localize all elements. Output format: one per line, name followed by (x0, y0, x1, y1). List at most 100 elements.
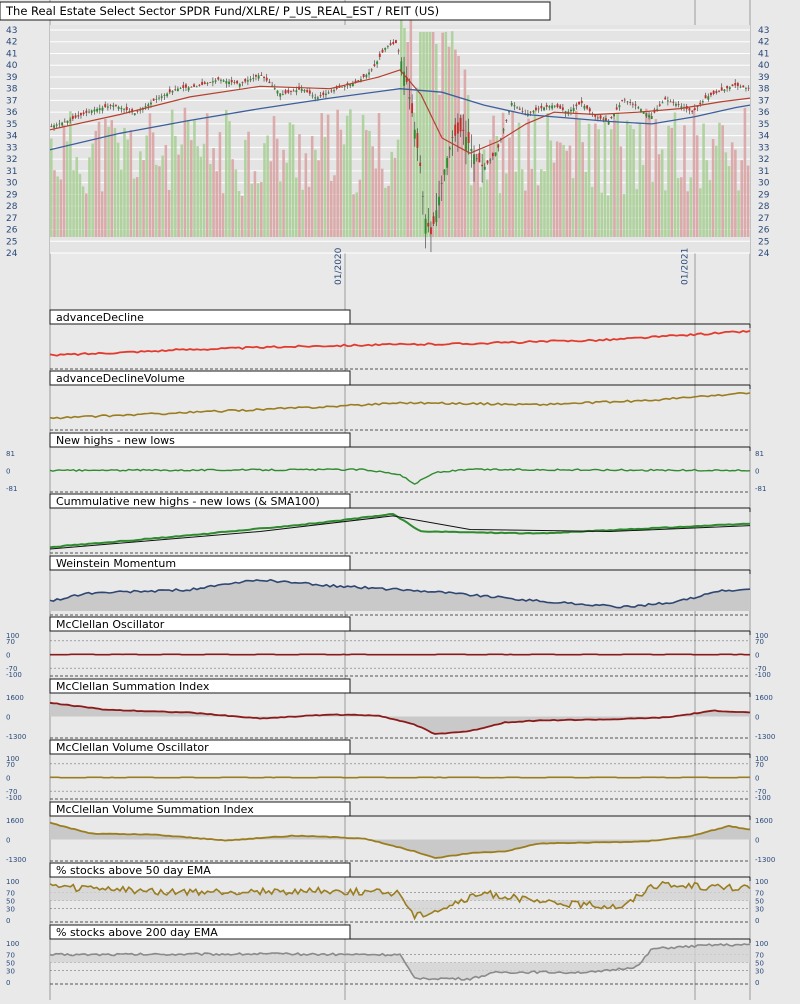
candle-body (325, 94, 327, 95)
panel-y-tick-left: 0 (6, 775, 10, 783)
candle-body (562, 107, 564, 109)
panel-y-tick-right: 70 (755, 952, 764, 960)
volume-bar (642, 165, 645, 237)
candle-body (446, 158, 448, 168)
candle-body (664, 98, 666, 100)
candle-body (293, 91, 295, 92)
volume-bar (693, 109, 696, 237)
candle-body (231, 80, 233, 82)
panel-y-tick-left: -100 (6, 671, 22, 679)
candle-body (513, 105, 515, 106)
candle-body (220, 80, 222, 81)
volume-bar (492, 116, 495, 237)
volume-bar (219, 132, 222, 237)
volume-bar (508, 138, 511, 237)
volume-bar (546, 113, 549, 237)
candle-body (85, 111, 87, 113)
price-y-tick-left: 24 (6, 249, 18, 259)
candle-body (688, 108, 690, 110)
candle-body (497, 144, 499, 147)
volume-bar (165, 145, 168, 237)
volume-bar (718, 123, 721, 237)
candle-body (91, 110, 93, 112)
candle-body (503, 129, 505, 130)
volume-bar (553, 163, 556, 237)
candle-body (435, 210, 437, 222)
volume-bar (489, 140, 492, 237)
candle-body (320, 95, 322, 96)
candle-body (672, 102, 674, 103)
candle-body (457, 122, 459, 133)
volume-bar (483, 149, 486, 237)
candle-body (126, 107, 128, 110)
candle-body (707, 96, 709, 99)
volume-bar (470, 185, 473, 237)
candle-body (303, 90, 305, 91)
volume-bar (120, 170, 123, 237)
candle-body (723, 89, 725, 91)
candle-body (487, 161, 489, 164)
volume-bar (610, 129, 613, 237)
candle-body (414, 130, 416, 139)
candle-body (742, 85, 744, 87)
candle-body (277, 91, 279, 94)
panel-title: New highs - new lows (56, 434, 175, 447)
candle-body (373, 64, 375, 66)
candle-body (83, 112, 85, 114)
candle-body (602, 119, 604, 120)
candle-body (438, 197, 440, 206)
volume-bar (530, 169, 533, 237)
panel-y-tick-right: -100 (755, 671, 771, 679)
candle-body (314, 97, 316, 98)
candle-body (635, 105, 637, 106)
volume-bar (187, 120, 190, 237)
volume-bar (85, 193, 88, 237)
candle-body (452, 137, 454, 138)
panel-y-tick-left: -1300 (6, 856, 26, 864)
volume-bar (705, 160, 708, 237)
volume-bar (559, 143, 562, 237)
volume-bar (184, 108, 187, 237)
candle-body (312, 95, 314, 96)
price-y-tick-left: 43 (6, 26, 17, 36)
candle-body (118, 107, 120, 109)
candle-body (368, 72, 370, 74)
volume-bar (101, 191, 104, 237)
candle-body (600, 115, 602, 118)
candle-body (225, 81, 227, 84)
candle-body (390, 43, 392, 45)
candle-body (538, 109, 540, 110)
volume-bar (731, 142, 734, 237)
volume-bar (177, 155, 180, 237)
candle-body (228, 82, 230, 84)
panel-y-tick-left: 1600 (6, 694, 24, 702)
volume-bar (222, 193, 225, 237)
volume-bar (88, 157, 91, 237)
panel-y-tick-right: 81 (755, 450, 764, 458)
candle-body (169, 89, 171, 92)
volume-bar (298, 134, 301, 237)
panel-y-tick-right: 0 (755, 917, 759, 925)
candle-body (93, 110, 95, 112)
candle-body (236, 81, 238, 84)
volume-bar (740, 160, 743, 237)
volume-bar (400, 14, 403, 237)
candle-body (740, 87, 742, 88)
candle-body (618, 105, 620, 107)
volume-bar (540, 169, 543, 237)
candle-body (147, 104, 149, 106)
candle-body (382, 50, 384, 53)
price-y-tick-right: 24 (758, 249, 770, 259)
candle-body (134, 113, 136, 115)
new-highs-lows-line (50, 469, 750, 484)
volume-bar (203, 144, 206, 237)
volume-bar (562, 145, 565, 237)
candle-body (274, 88, 276, 89)
panel-y-tick-left: 30 (6, 905, 15, 913)
volume-bar (686, 191, 689, 237)
candle-body (535, 108, 537, 111)
candle-body (667, 100, 669, 101)
volume-bar (613, 120, 616, 237)
candle-body (505, 120, 507, 121)
